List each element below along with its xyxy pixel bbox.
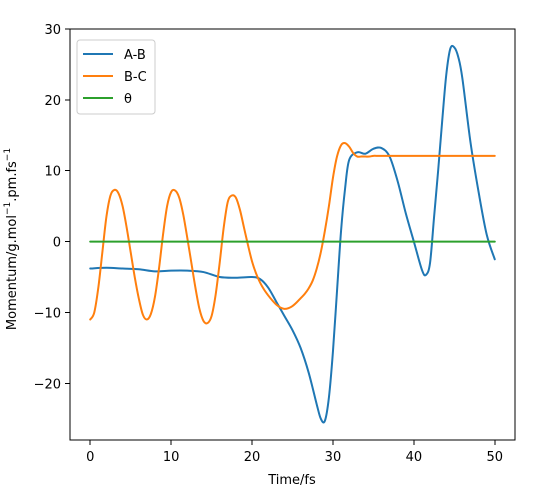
axes-frame [69, 28, 516, 441]
y-tick-label: −20 [34, 377, 61, 392]
legend-box [76, 39, 156, 115]
y-axis-label-base: Momentum/g.mol [5, 215, 20, 330]
series-line-a-b [89, 44, 496, 424]
y-axis-label: Momentum/g.mol−1.pm.fs−1 [3, 148, 20, 330]
y-axis-label-sup-1: −1 [3, 202, 13, 215]
y-tick-label: −10 [34, 306, 61, 321]
axes-layer [69, 28, 516, 441]
legend-item-theta: θ [83, 92, 132, 107]
x-axis-label: Time/fs [267, 473, 316, 488]
legend-label-theta: θ [124, 92, 132, 107]
ticks-layer: 0 10 20 30 40 50 −20 −10 0 10 20 30 [34, 23, 503, 465]
x-tick-label: 20 [244, 450, 261, 465]
y-tick-label: 0 [53, 236, 61, 251]
legend: A-B B-C θ [76, 39, 156, 115]
x-tick-label: 30 [325, 450, 342, 465]
x-tick-label: 40 [406, 450, 423, 465]
y-axis-label-mid: .pm.fs [5, 161, 20, 202]
y-tick-label: 30 [44, 23, 61, 38]
legend-label-b-c: B-C [124, 70, 147, 85]
series-line-b-c [89, 142, 496, 325]
y-axis-label-sup-2: −1 [3, 148, 13, 161]
x-tick-label: 50 [486, 450, 503, 465]
legend-label-a-b: A-B [124, 48, 146, 63]
legend-item-a-b: A-B [83, 48, 146, 63]
legend-item-b-c: B-C [83, 70, 147, 85]
x-tick-label: 10 [163, 450, 180, 465]
y-tick-label: 20 [44, 94, 61, 109]
y-tick-label: 10 [44, 165, 61, 180]
x-tick-label: 0 [86, 450, 94, 465]
series-layer [89, 44, 496, 424]
